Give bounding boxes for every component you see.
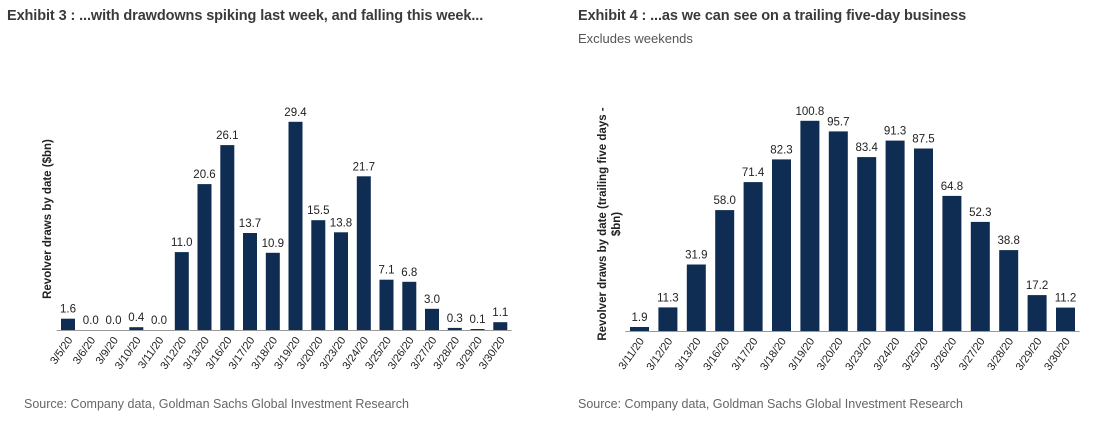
x-tick-label: 3/28/20 <box>985 336 1016 373</box>
bar-3/25/20 <box>914 148 933 331</box>
value-label: 13.7 <box>239 218 261 230</box>
value-label: 64.8 <box>941 181 963 193</box>
chart2-subtitle: Excludes weekends <box>578 31 693 46</box>
value-label: 1.9 <box>632 312 648 324</box>
value-label: 58.0 <box>714 195 736 207</box>
bar-3/26/20 <box>402 281 417 330</box>
bar-3/30/20 <box>1056 307 1075 331</box>
bar-3/18/20 <box>265 252 280 330</box>
x-tick-label: 3/16/20 <box>701 336 732 373</box>
value-label: 38.8 <box>998 235 1020 247</box>
bar-3/12/20 <box>658 307 678 331</box>
bar-3/24/20 <box>356 176 371 330</box>
x-tick-label: 3/29/20 <box>1014 336 1045 373</box>
x-tick-label: 3/25/20 <box>900 336 931 373</box>
x-tick-label: 3/13/20 <box>673 336 704 373</box>
bar-3/19/20 <box>288 121 303 330</box>
x-tick-label: 3/20/20 <box>815 336 846 373</box>
bar-3/10/20 <box>129 327 144 330</box>
value-label: 82.3 <box>770 144 792 156</box>
bar-3/23/20 <box>334 232 348 331</box>
value-label: 3.0 <box>424 294 440 306</box>
value-label: 91.3 <box>884 126 906 138</box>
bar-3/28/20 <box>447 327 462 330</box>
value-label: 71.4 <box>742 167 765 179</box>
value-label: 29.4 <box>284 107 307 119</box>
value-label: 20.6 <box>193 169 215 181</box>
bar-3/27/20 <box>970 221 990 331</box>
bar-3/17/20 <box>743 182 763 331</box>
value-label: 17.2 <box>1026 280 1048 292</box>
x-tick-label: 3/30/20 <box>1042 336 1073 373</box>
x-tick-label: 3/12/20 <box>644 336 675 373</box>
bar-3/29/20 <box>1027 295 1047 331</box>
x-tick-label: 3/17/20 <box>730 336 761 373</box>
x-tick-label: 3/11/20 <box>617 336 647 372</box>
bar-3/5/20 <box>61 318 75 330</box>
value-label: 0.0 <box>106 315 122 327</box>
bar-3/13/20 <box>197 184 212 330</box>
chart1-title: Exhibit 3 : ...with drawdowns spiking la… <box>7 8 484 24</box>
x-tick-label: 3/18/20 <box>758 336 789 373</box>
value-label: 1.1 <box>492 307 508 319</box>
chart2-ylabel-line2: $bn) <box>611 212 623 236</box>
value-label: 1.6 <box>60 304 76 316</box>
bar-3/29/20 <box>470 329 485 330</box>
bar-3/11/20 <box>630 327 649 331</box>
chart2-ylabel-line1: Revolver draws by date (trailing five da… <box>597 107 609 340</box>
value-label: 0.1 <box>470 314 486 326</box>
value-label: 0.3 <box>447 313 463 325</box>
bar-3/24/20 <box>885 140 905 331</box>
bar-3/17/20 <box>243 233 257 330</box>
bar-3/23/20 <box>857 157 877 331</box>
bar-3/12/20 <box>174 252 189 330</box>
value-label: 0.0 <box>83 315 99 327</box>
value-label: 11.0 <box>171 237 193 249</box>
x-tick-label: 3/19/20 <box>786 336 817 373</box>
bar-3/16/20 <box>715 210 735 331</box>
value-label: 87.5 <box>912 134 934 146</box>
value-label: 13.8 <box>330 217 352 229</box>
value-label: 7.1 <box>379 265 395 277</box>
chart2-source: Source: Company data, Goldman Sachs Glob… <box>578 397 963 411</box>
value-label: 10.9 <box>262 238 284 250</box>
x-tick-label: 3/23/20 <box>843 336 874 373</box>
x-tick-label: 3/27/20 <box>957 336 988 373</box>
bar-3/28/20 <box>999 250 1019 331</box>
bar-3/18/20 <box>772 159 791 331</box>
value-label: 11.3 <box>657 292 679 304</box>
bar-3/25/20 <box>379 279 394 330</box>
value-label: 15.5 <box>307 205 329 217</box>
value-label: 6.8 <box>401 267 417 279</box>
value-label: 26.1 <box>216 130 238 142</box>
bar-3/16/20 <box>220 145 235 330</box>
bar-3/13/20 <box>686 264 706 331</box>
chart1-source: Source: Company data, Goldman Sachs Glob… <box>24 397 409 411</box>
value-label: 21.7 <box>353 161 375 173</box>
value-label: 0.0 <box>151 315 167 327</box>
bar-3/19/20 <box>800 120 820 331</box>
bar-3/20/20 <box>828 131 848 331</box>
value-label: 0.4 <box>128 312 145 324</box>
value-label: 52.3 <box>969 207 991 219</box>
x-tick-label: 3/26/20 <box>928 336 959 373</box>
bar-3/27/20 <box>425 308 439 331</box>
bar-3/30/20 <box>493 322 508 330</box>
value-label: 83.4 <box>856 142 879 154</box>
bar-3/26/20 <box>942 195 962 331</box>
value-label: 100.8 <box>796 106 825 118</box>
chart1-ylabel: Revolver draws by date ($bn) <box>42 139 54 299</box>
value-label: 11.2 <box>1055 293 1077 305</box>
value-label: 31.9 <box>685 250 707 262</box>
bar-3/20/20 <box>311 220 326 330</box>
chart2-title: Exhibit 4 : ...as we can see on a traili… <box>578 8 967 24</box>
value-label: 95.7 <box>827 116 849 128</box>
x-tick-label: 3/24/20 <box>872 336 903 373</box>
